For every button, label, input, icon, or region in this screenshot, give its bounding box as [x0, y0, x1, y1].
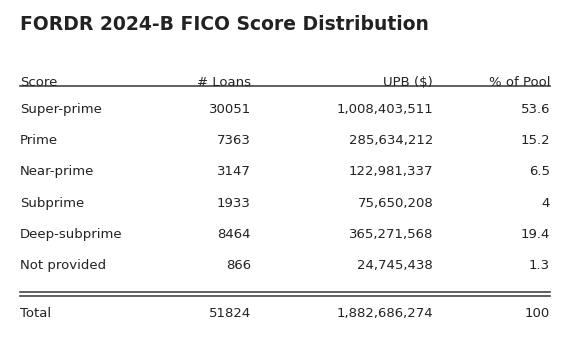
Text: Near-prime: Near-prime — [20, 165, 94, 179]
Text: Score: Score — [20, 76, 58, 89]
Text: 6.5: 6.5 — [529, 165, 550, 179]
Text: Subprime: Subprime — [20, 197, 84, 210]
Text: 24,745,438: 24,745,438 — [357, 259, 433, 273]
Text: Super-prime: Super-prime — [20, 103, 102, 116]
Text: 30051: 30051 — [209, 103, 251, 116]
Text: 15.2: 15.2 — [520, 134, 550, 147]
Text: 100: 100 — [525, 307, 550, 320]
Text: 8464: 8464 — [217, 228, 251, 241]
Text: 1933: 1933 — [217, 197, 251, 210]
Text: # Loans: # Loans — [197, 76, 251, 89]
Text: 1.3: 1.3 — [529, 259, 550, 273]
Text: 365,271,568: 365,271,568 — [349, 228, 433, 241]
Text: FORDR 2024-B FICO Score Distribution: FORDR 2024-B FICO Score Distribution — [20, 15, 429, 34]
Text: 51824: 51824 — [209, 307, 251, 320]
Text: 19.4: 19.4 — [520, 228, 550, 241]
Text: % of Pool: % of Pool — [488, 76, 550, 89]
Text: 866: 866 — [226, 259, 251, 273]
Text: 3147: 3147 — [217, 165, 251, 179]
Text: 75,650,208: 75,650,208 — [357, 197, 433, 210]
Text: 1,008,403,511: 1,008,403,511 — [336, 103, 433, 116]
Text: 1,882,686,274: 1,882,686,274 — [336, 307, 433, 320]
Text: Deep-subprime: Deep-subprime — [20, 228, 123, 241]
Text: 122,981,337: 122,981,337 — [349, 165, 433, 179]
Text: 53.6: 53.6 — [520, 103, 550, 116]
Text: UPB ($): UPB ($) — [384, 76, 433, 89]
Text: Prime: Prime — [20, 134, 58, 147]
Text: 4: 4 — [542, 197, 550, 210]
Text: Not provided: Not provided — [20, 259, 106, 273]
Text: 7363: 7363 — [217, 134, 251, 147]
Text: 285,634,212: 285,634,212 — [349, 134, 433, 147]
Text: Total: Total — [20, 307, 51, 320]
